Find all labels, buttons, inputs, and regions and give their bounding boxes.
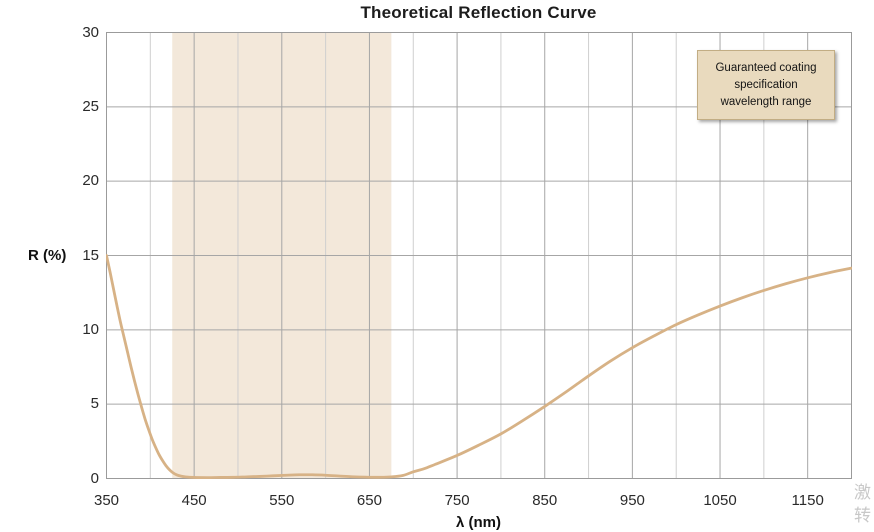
- plot-area: [106, 32, 852, 479]
- watermark: 激 转: [854, 481, 871, 527]
- x-tick-label: 350: [93, 492, 120, 509]
- x-tick-label: 750: [444, 492, 470, 509]
- y-axis-title: R (%): [28, 247, 67, 264]
- watermark-line: 转: [854, 506, 871, 525]
- annotation-line: specification: [734, 78, 798, 91]
- x-tick-label: 1050: [703, 492, 737, 509]
- watermark-line: 激: [854, 483, 871, 502]
- x-tick-label: 1150: [791, 492, 824, 509]
- annotation-line: Guaranteed coating: [715, 61, 817, 74]
- annotation-line: wavelength range: [720, 95, 812, 108]
- y-tick-label: 0: [90, 469, 99, 487]
- x-axis-title: λ (nm): [456, 514, 501, 531]
- y-tick-label: 5: [90, 395, 99, 413]
- x-tick-label: 450: [181, 492, 207, 509]
- x-tick-label: 550: [269, 492, 295, 509]
- annotation-box: Guaranteed coating specification wavelen…: [697, 50, 835, 120]
- chart-title: Theoretical Reflection Curve: [360, 3, 597, 22]
- y-tick-label: 15: [82, 246, 99, 264]
- y-tick-label: 10: [82, 320, 99, 338]
- y-tick-label: 25: [82, 97, 99, 115]
- y-tick-label: 30: [82, 23, 99, 41]
- x-tick-label: 850: [532, 492, 558, 509]
- y-tick-label: 20: [82, 172, 99, 190]
- x-tick-label: 950: [619, 492, 645, 509]
- x-tick-label: 650: [356, 492, 382, 509]
- reflection-curve: [106, 254, 852, 479]
